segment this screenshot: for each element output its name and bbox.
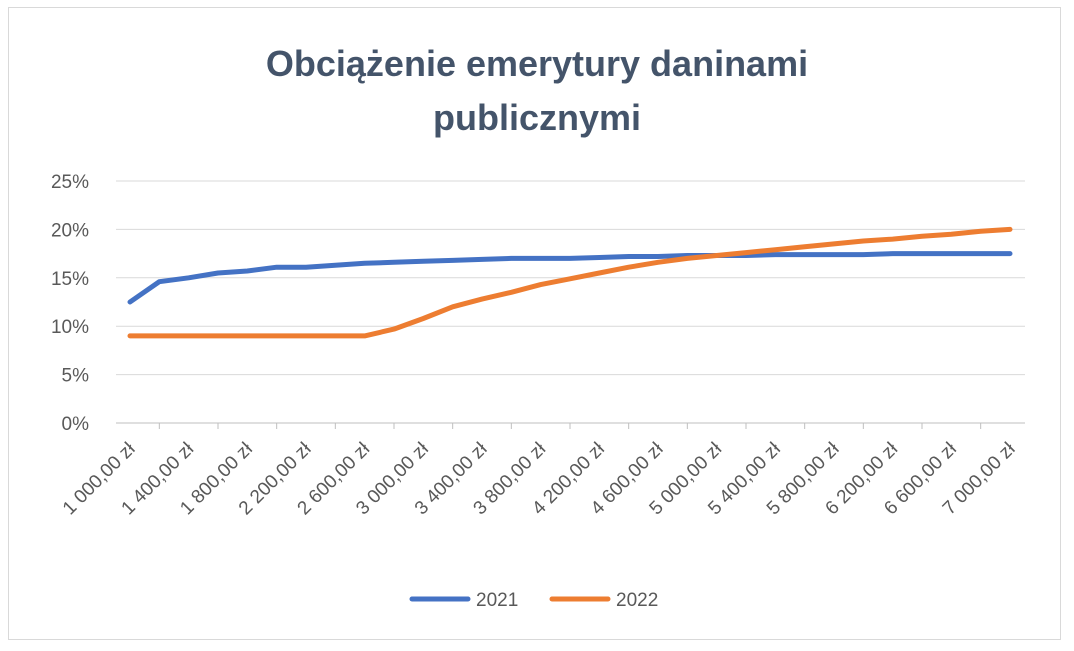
x-axis-ticks: 1 000,00 zł1 400,00 zł1 800,00 zł2 200,0… [59,438,1020,519]
y-tick-label-3: 15% [51,269,89,290]
y-tick-label-1: 5% [62,366,90,387]
chart-title-line-1: Obciążenie emerytury daninami [266,43,808,84]
chart-frame [8,7,1061,640]
x-axis [116,422,1025,429]
legend: 2021 2022 [409,590,658,611]
chart-title: Obciążenie emerytury daninami publicznym… [266,43,808,138]
series-line-2022 [127,226,1013,339]
gridlines [116,180,1025,376]
series-line-2021 [127,251,1013,305]
legend-label-2022: 2022 [616,590,658,611]
chart-title-line-2: publicznymi [433,97,641,138]
y-tick-label-4: 20% [51,220,89,241]
y-tick-label-0: 0% [62,414,90,435]
series-lines [127,226,1013,339]
y-axis-ticks: 0% 5% 10% 15% 20% 25% [51,172,89,435]
y-tick-label-5: 25% [51,172,89,193]
y-tick-label-2: 10% [51,317,89,338]
legend-label-2021: 2021 [476,590,518,611]
